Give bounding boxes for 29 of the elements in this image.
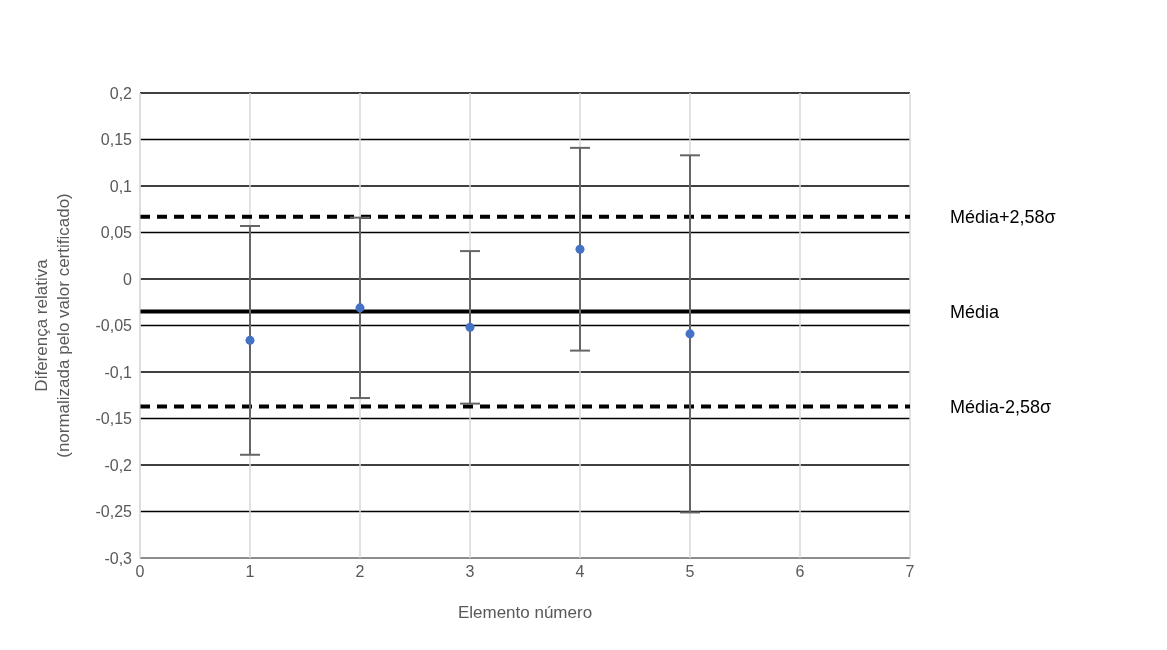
- x-tick-label: 0: [135, 563, 145, 581]
- point: [245, 335, 255, 345]
- y-tick-label: -0,1: [104, 363, 133, 381]
- y-tick-label: 0,1: [109, 177, 133, 195]
- x-tick-label: 6: [795, 563, 805, 581]
- x-axis-title: Elemento número: [457, 603, 593, 622]
- y-tick-label: -0,2: [104, 456, 133, 474]
- x-tick-label: 4: [575, 563, 585, 581]
- y-tick-label: -0,25: [95, 503, 133, 521]
- x-tick-label: 5: [685, 563, 695, 581]
- point: [465, 322, 475, 332]
- x-tick-label: 2: [355, 563, 365, 581]
- y-tick-label: -0,05: [95, 317, 133, 335]
- y-tick-label: 0,2: [109, 84, 133, 102]
- y-tick-label: 0: [123, 270, 133, 288]
- y-tick-label: 0,05: [100, 224, 133, 242]
- x-tick-label: 1: [245, 563, 255, 581]
- point: [685, 329, 695, 339]
- point: [355, 303, 365, 313]
- point: [575, 244, 585, 254]
- x-tick-label: 3: [465, 563, 475, 581]
- y-tick-label: 0,15: [100, 131, 133, 149]
- y-axis-title: Diferença relativa (normalizada pelo valor certificado): [32, 193, 73, 458]
- y-tick-label: -0,3: [104, 549, 133, 567]
- ref-line-label: Média+2,58σ: [950, 207, 1056, 228]
- ref-line-label: Média-2,58σ: [950, 396, 1052, 417]
- y-tick-label: -0,15: [95, 410, 133, 428]
- ref-line-label: Média: [950, 301, 1001, 322]
- x-tick-label: 7: [905, 563, 915, 581]
